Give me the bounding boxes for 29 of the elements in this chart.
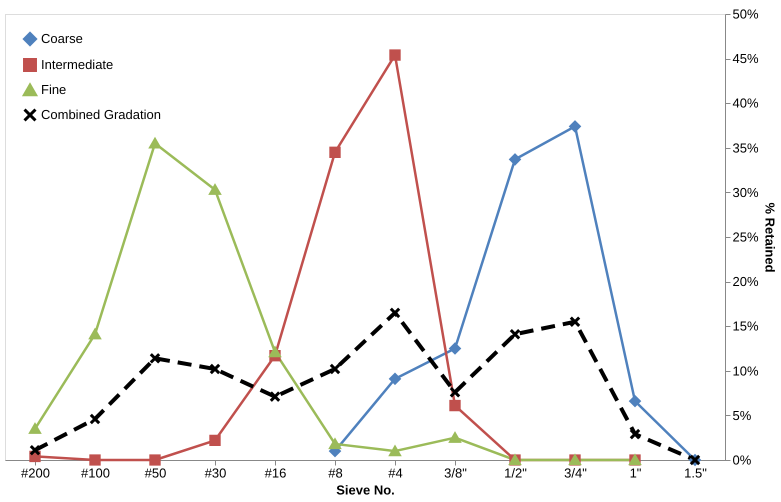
- y-tick-label: 0%: [732, 452, 752, 468]
- y-tick-label: 40%: [732, 96, 759, 111]
- legend-label: Combined Gradation: [41, 107, 161, 122]
- y-tick-label: 45%: [732, 51, 759, 66]
- x-tick-label: #50: [144, 466, 166, 480]
- legend-label: Fine: [41, 82, 66, 97]
- x-axis-title: Sieve No.: [336, 482, 395, 498]
- x-tick-label: #16: [264, 466, 286, 480]
- x-tick-label: #200: [21, 466, 50, 480]
- y-tick-label: 30%: [732, 184, 759, 200]
- y-tick-label: 5%: [732, 408, 752, 423]
- x-tick-label: #30: [204, 466, 226, 480]
- x-tick-label: 1": [630, 466, 642, 480]
- y-tick-label: 20%: [732, 274, 759, 290]
- y-tick-label: 35%: [732, 140, 759, 156]
- x-tick-label: 1.5": [684, 466, 708, 480]
- y-tick-label: 10%: [732, 363, 759, 378]
- x-tick-label: #8: [328, 466, 343, 480]
- x-tick-label: 3/8": [444, 466, 468, 480]
- y-tick-label: 50%: [732, 6, 759, 22]
- x-tick-label: 3/4": [564, 466, 588, 480]
- y-axis-title: % Retained: [762, 202, 778, 273]
- legend-label: Intermediate: [41, 57, 114, 72]
- y-tick-label: 25%: [732, 230, 759, 244]
- x-tick-label: 1/2": [504, 466, 528, 480]
- legend-label: Coarse: [41, 31, 83, 46]
- y-tick-label: 15%: [732, 318, 759, 334]
- x-tick-label: #100: [81, 466, 110, 480]
- x-tick-label: #4: [388, 466, 403, 480]
